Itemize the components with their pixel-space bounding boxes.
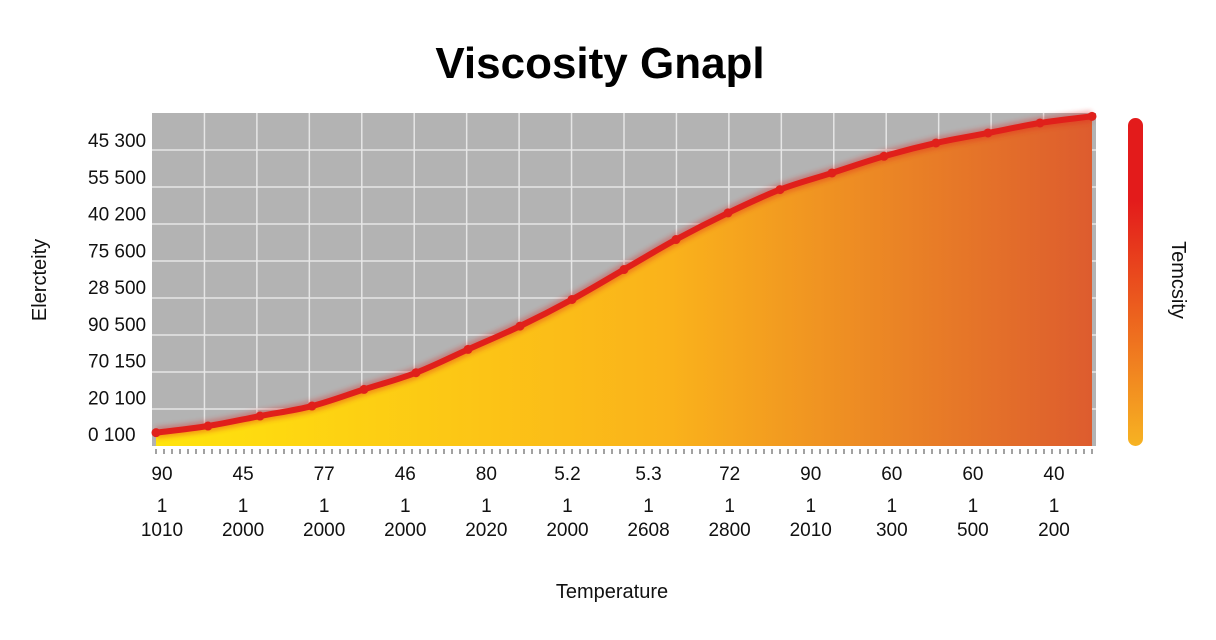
data-point <box>515 321 525 331</box>
x-tick-label-top: 40 <box>1043 464 1064 485</box>
data-point <box>931 138 941 148</box>
x-tick-label-bottom: 2000 <box>546 520 588 541</box>
data-point <box>619 265 629 275</box>
x-tick-labels: 90 1 1010 45 1 2000 77 1 2000 46 1 2000 80 1 2020 5.2 1 2… <box>141 464 1070 541</box>
data-point <box>1035 118 1045 128</box>
data-point <box>567 294 577 304</box>
y-tick-label: 20 100 <box>88 388 146 409</box>
y-axis-label: Elercteity <box>29 239 51 321</box>
data-point <box>983 128 993 138</box>
data-point <box>411 368 421 378</box>
x-tick-label-bottom: 2000 <box>384 520 426 541</box>
y-tick-label: 40 200 <box>88 205 146 226</box>
x-tick-label-mid: 1 <box>238 496 249 517</box>
x-tick-label-bottom: 300 <box>876 520 908 541</box>
x-tick-label-top: 46 <box>395 464 416 485</box>
x-tick-label-mid: 1 <box>724 496 735 517</box>
y-tick-labels: 45 300 55 500 40 200 75 600 28 500 90 500 70 1… <box>88 131 146 446</box>
data-point <box>775 185 785 195</box>
data-point <box>827 168 837 178</box>
data-point <box>307 401 317 411</box>
x-tick-label-mid: 1 <box>157 496 168 517</box>
x-axis-label: Temperature <box>556 581 668 603</box>
x-tick-label-mid: 1 <box>1049 496 1060 517</box>
x-tick-label-mid: 1 <box>400 496 411 517</box>
chart-title: Viscosity Gnapl <box>435 39 764 88</box>
y-tick-label: 55 500 <box>88 168 146 189</box>
x-tick-label-mid: 1 <box>319 496 330 517</box>
data-point <box>671 235 681 245</box>
x-tick-label-top: 72 <box>719 464 740 485</box>
x-minor-ticks <box>155 449 1093 454</box>
data-point <box>359 384 369 394</box>
y-tick-label: 75 600 <box>88 241 146 262</box>
data-point <box>203 421 213 431</box>
x-tick-label-bottom: 2020 <box>465 520 507 541</box>
series-points <box>151 111 1097 438</box>
x-tick-label-bottom: 500 <box>957 520 989 541</box>
x-tick-label-bottom: 2000 <box>303 520 345 541</box>
x-tick-label-mid: 1 <box>968 496 979 517</box>
x-tick-label-mid: 1 <box>481 496 492 517</box>
x-tick-label-top: 77 <box>314 464 335 485</box>
data-point <box>463 344 473 354</box>
y-tick-label: 0 100 <box>88 425 136 446</box>
x-tick-label-mid: 1 <box>805 496 816 517</box>
data-point <box>151 428 161 438</box>
data-point <box>879 151 889 161</box>
x-tick-label-top: 90 <box>151 464 172 485</box>
y-tick-label: 70 150 <box>88 352 146 373</box>
x-tick-label-bottom: 2010 <box>790 520 832 541</box>
x-tick-label-top: 80 <box>476 464 497 485</box>
x-tick-label-bottom: 2000 <box>222 520 264 541</box>
colorbar <box>1128 118 1143 446</box>
x-tick-label-mid: 1 <box>887 496 898 517</box>
x-tick-label-bottom: 2608 <box>627 520 669 541</box>
data-point <box>1087 111 1097 121</box>
x-tick-label-top: 60 <box>962 464 983 485</box>
data-point <box>255 411 265 421</box>
x-tick-label-top: 45 <box>233 464 254 485</box>
y-tick-label: 45 300 <box>88 131 146 152</box>
x-tick-label-mid: 1 <box>643 496 654 517</box>
area-fill <box>156 116 1092 446</box>
x-tick-label-top: 5.3 <box>635 464 661 485</box>
x-tick-label-top: 5.2 <box>554 464 580 485</box>
x-tick-label-top: 90 <box>800 464 821 485</box>
y-tick-label: 28 500 <box>88 278 146 299</box>
x-tick-label-top: 60 <box>881 464 902 485</box>
colorbar-label: Temcsity <box>1167 241 1189 319</box>
x-tick-label-bottom: 200 <box>1038 520 1070 541</box>
x-tick-label-bottom: 1010 <box>141 520 183 541</box>
data-point <box>723 208 733 218</box>
y-tick-label: 90 500 <box>88 315 146 336</box>
x-tick-label-mid: 1 <box>562 496 573 517</box>
x-tick-label-bottom: 2800 <box>708 520 750 541</box>
